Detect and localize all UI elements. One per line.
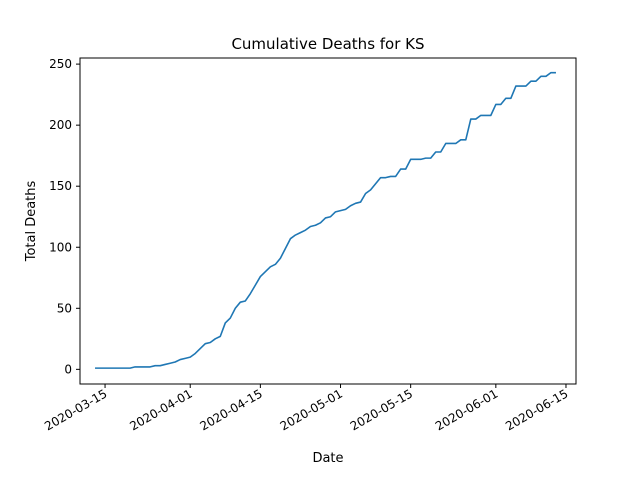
- x-tick-label: 2020-05-01: [278, 386, 345, 433]
- x-tick-label: 2020-05-15: [348, 386, 415, 433]
- y-tick-label: 0: [64, 362, 72, 376]
- x-tick-label: 2020-04-01: [127, 386, 194, 433]
- y-axis: 0 50 100 150 200 250: [49, 57, 80, 376]
- chart-title: Cumulative Deaths for KS: [231, 35, 424, 53]
- y-tick-label: 200: [49, 118, 72, 132]
- x-axis: 2020-03-15 2020-04-01 2020-04-15 2020-05-01…: [42, 384, 570, 433]
- plot-frame: [79, 57, 577, 385]
- y-tick-label: 50: [57, 301, 72, 315]
- x-tick-label: 2020-06-01: [433, 386, 500, 433]
- series-layer: [95, 71, 556, 369]
- y-axis-label: Total Deaths: [24, 180, 39, 262]
- x-axis-label: Date: [312, 451, 343, 466]
- y-tick-label: 150: [49, 179, 72, 193]
- x-tick-label: 2020-04-15: [197, 386, 264, 433]
- x-tick-label: 2020-06-15: [503, 386, 570, 433]
- y-tick-label: 250: [49, 57, 72, 71]
- x-tick-label: 2020-03-15: [42, 386, 109, 433]
- series-line-0: [95, 71, 556, 369]
- y-tick-label: 100: [49, 240, 72, 254]
